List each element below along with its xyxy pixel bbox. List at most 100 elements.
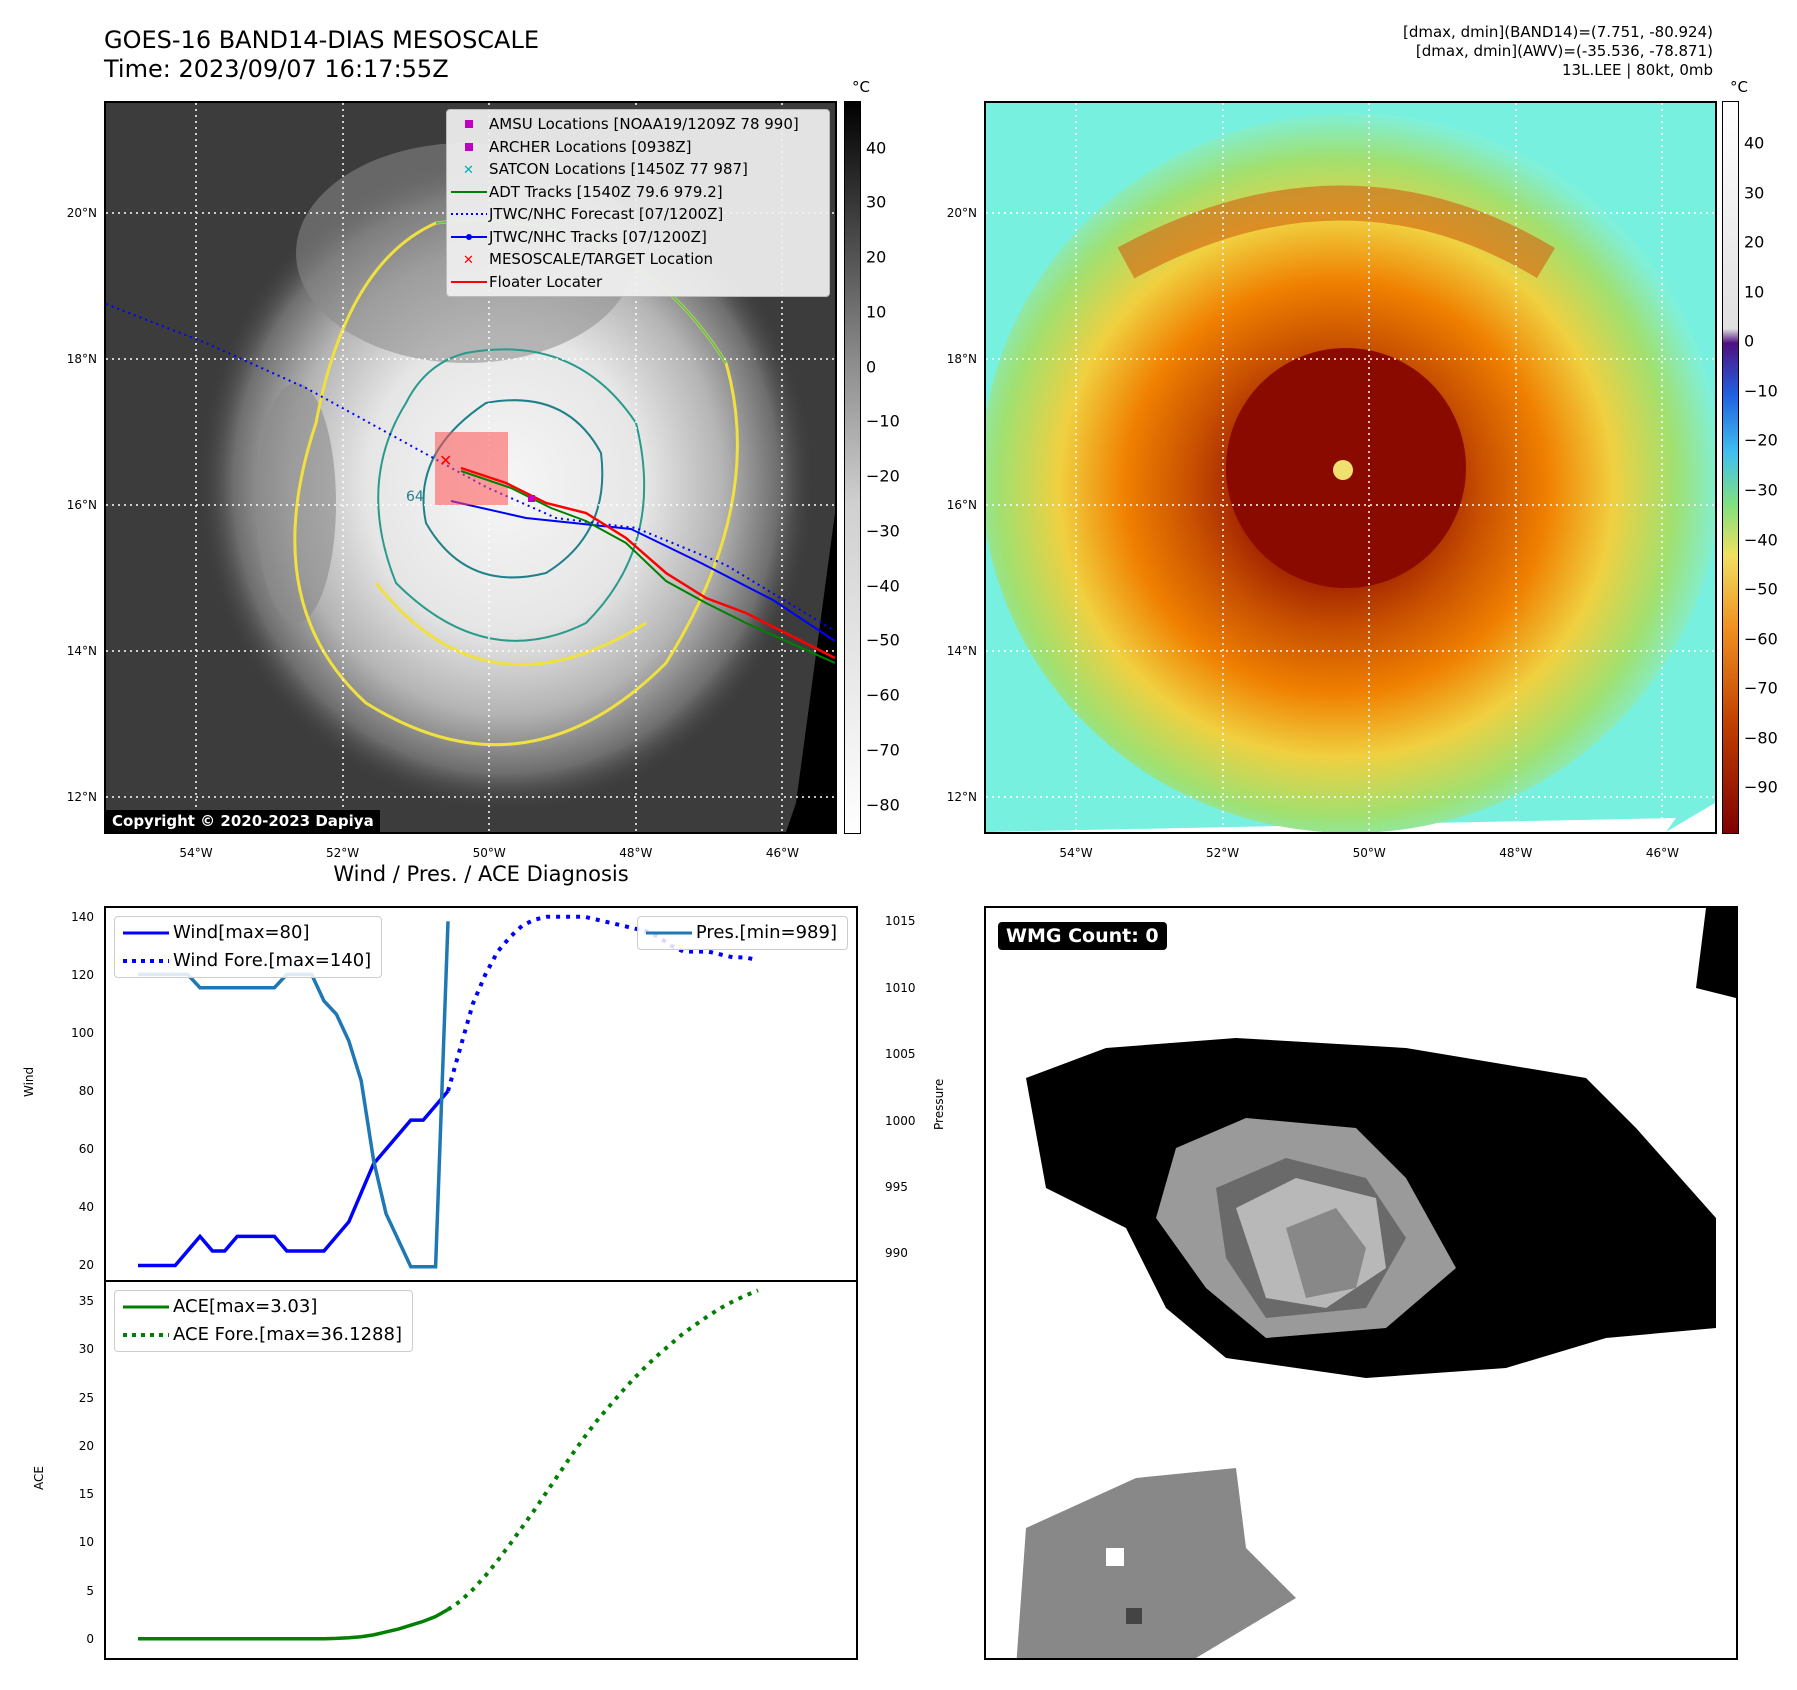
legend-label: JTWC/NHC Tracks [07/1200Z] — [489, 227, 707, 246]
legend-ace-forecast: ACE Fore.[max=36.1288] — [173, 1324, 402, 1345]
wmg-count-badge: WMG Count: 0 — [998, 922, 1167, 950]
legend-label: SATCON Locations [1450Z 77 987] — [489, 160, 748, 178]
legend-symbol-icon — [465, 142, 473, 151]
figure-title: GOES-16 BAND14-DIAS MESOSCALE Time: 2023… — [104, 26, 539, 84]
legend-symbol-icon — [451, 190, 487, 193]
legend-label: MESOSCALE/TARGET Location — [489, 250, 714, 268]
colorbar-tick-label: −30 — [866, 521, 900, 541]
lat-tick-label: 20°N — [66, 206, 97, 220]
map-legend-item: ARCHER Locations [0938Z] — [449, 136, 829, 159]
pressure-tick-label: 1005 — [885, 1047, 916, 1062]
lon-tick-label: 52°W — [326, 846, 360, 860]
lon-tick-label: 54°W — [179, 846, 213, 860]
lat-tick-label: 12°N — [66, 790, 97, 804]
right-colorbar-unit: °C — [1730, 78, 1748, 96]
lon-tick-label: 50°W — [1352, 846, 1386, 860]
wind-axis-label: Wind — [22, 1066, 36, 1097]
ace-legend: ACE[max=3.03] ACE Fore.[max=36.1288] — [114, 1290, 413, 1352]
map-legend-item: ADT Tracks [1540Z 79.6 979.2] — [449, 181, 829, 204]
awv-map-panel — [984, 101, 1717, 834]
awv-map-image — [986, 103, 1715, 832]
wind-tick-label: 120 — [71, 967, 94, 982]
colorbar-tick-label: 0 — [866, 357, 877, 377]
colorbar-tick-label: −70 — [1744, 678, 1778, 698]
series-line-ace-0 — [138, 1607, 449, 1641]
copyright-label: Copyright © 2020-2023 Dapiya — [106, 810, 380, 832]
ace-tick-label: 15 — [78, 1487, 94, 1502]
floater-track — [460, 466, 835, 660]
colorbar-tick-label: −30 — [1744, 480, 1778, 500]
ace-panel: ACE[max=3.03] ACE Fore.[max=36.1288] — [104, 1280, 858, 1660]
colorbar-tick-label: −50 — [866, 630, 900, 650]
wind-tick-label: 80 — [78, 1084, 94, 1099]
map-legend-item: AMSU Locations [NOAA19/1209Z 78 990] — [449, 113, 829, 136]
map-legend-item: JTWC/NHC Forecast [07/1200Z] — [449, 203, 829, 226]
ace-tick-label: 25 — [78, 1390, 94, 1405]
pressure-tick-label: 1000 — [885, 1113, 916, 1128]
svg-text:✕: ✕ — [463, 253, 474, 268]
colorbar-tick-label: 0 — [1744, 331, 1755, 351]
ace-tick-label: 35 — [78, 1294, 94, 1309]
stats-storm: 13L.LEE | 80kt, 0mb — [1562, 61, 1713, 79]
lon-tick-label: 46°W — [765, 846, 799, 860]
best-track — [450, 500, 835, 642]
lat-tick-label: 16°N — [946, 498, 977, 512]
legend-pressure: Pres.[min=989] — [695, 922, 837, 943]
lat-tick-label: 14°N — [946, 644, 977, 658]
map-legend-item: JTWC/NHC Tracks [07/1200Z] — [449, 226, 829, 249]
colorbar-tick-label: −40 — [866, 576, 900, 596]
wmg-panel: WMG Count: 0 — [984, 906, 1738, 1660]
legend-symbol-icon: ✕ — [463, 163, 474, 178]
wind-legend: Wind[max=80] Wind Fore.[max=140] — [114, 916, 383, 978]
series-line-wind-1 — [446, 914, 759, 1092]
lon-tick-label: 50°W — [472, 846, 506, 860]
colorbar-tick-label: 20 — [866, 247, 887, 267]
colorbar-tick-label: −80 — [866, 795, 900, 815]
lon-tick-label: 54°W — [1059, 846, 1093, 860]
pressure-axis-label: Pressure — [932, 1078, 946, 1130]
colorbar-tick-label: 40 — [866, 138, 887, 158]
ace-plot — [138, 1288, 759, 1641]
lon-tick-label: 48°W — [1499, 846, 1533, 860]
colorbar-tick-label: −50 — [1744, 579, 1778, 599]
svg-text:✕: ✕ — [463, 163, 474, 178]
ace-tick-label: 30 — [78, 1342, 94, 1357]
ace-tick-label: 5 — [86, 1583, 94, 1598]
legend-label: Floater Locater — [489, 272, 603, 291]
legend-ace: ACE[max=3.03] — [173, 1296, 318, 1317]
map-legend-item: ✕ SATCON Locations [1450Z 77 987] — [449, 158, 829, 181]
adt-track — [460, 470, 835, 664]
target-marker: ✕ — [439, 451, 452, 470]
ace-axis-label: ACE — [32, 1466, 46, 1490]
legend-symbol-icon — [465, 120, 473, 129]
pressure-tick-label: 1010 — [885, 980, 916, 995]
series-line-ace-1 — [446, 1288, 759, 1612]
colorbar-tick-label: 10 — [866, 302, 887, 322]
colorbar-tick-label: 30 — [866, 192, 887, 212]
map-legend: AMSU Locations [NOAA19/1209Z 78 990] ARCH… — [446, 109, 830, 297]
wind-tick-label: 40 — [78, 1200, 94, 1215]
legend-label: JTWC/NHC Forecast [07/1200Z] — [489, 205, 724, 223]
colorbar-tick-label: −10 — [1744, 381, 1778, 401]
legend-symbol-icon: ✕ — [463, 253, 474, 268]
colorbar-tick-label: −20 — [1744, 430, 1778, 450]
wind-tick-label: 140 — [71, 909, 94, 924]
legend-label: ARCHER Locations [0938Z] — [489, 137, 692, 156]
colorbar-tick-label: 40 — [1744, 133, 1765, 153]
archer-marker — [528, 495, 535, 502]
lat-tick-label: 18°N — [66, 352, 97, 366]
lon-tick-label: 48°W — [619, 846, 653, 860]
pressure-legend: Pres.[min=989] — [636, 916, 848, 950]
ace-tick-label: 20 — [78, 1438, 94, 1453]
ir-map-panel: ✕ 64 AMSU Locations [NOAA19/1209Z 78 990… — [104, 101, 837, 834]
awv-gridlines — [986, 103, 1715, 832]
pressure-tick-label: 990 — [885, 1246, 908, 1261]
legend-wind: Wind[max=80] — [173, 922, 310, 943]
mesoscale-box — [435, 432, 508, 505]
colorbar-tick-label: −60 — [866, 685, 900, 705]
lat-tick-label: 20°N — [946, 206, 977, 220]
diagnosis-title: Wind / Pres. / ACE Diagnosis — [333, 862, 629, 886]
stats-block: [dmax, dmin](BAND14)=(7.751, -80.924) [d… — [1403, 23, 1713, 80]
colorbar-tick-label: −20 — [866, 466, 900, 486]
wind-tick-label: 20 — [78, 1258, 94, 1273]
